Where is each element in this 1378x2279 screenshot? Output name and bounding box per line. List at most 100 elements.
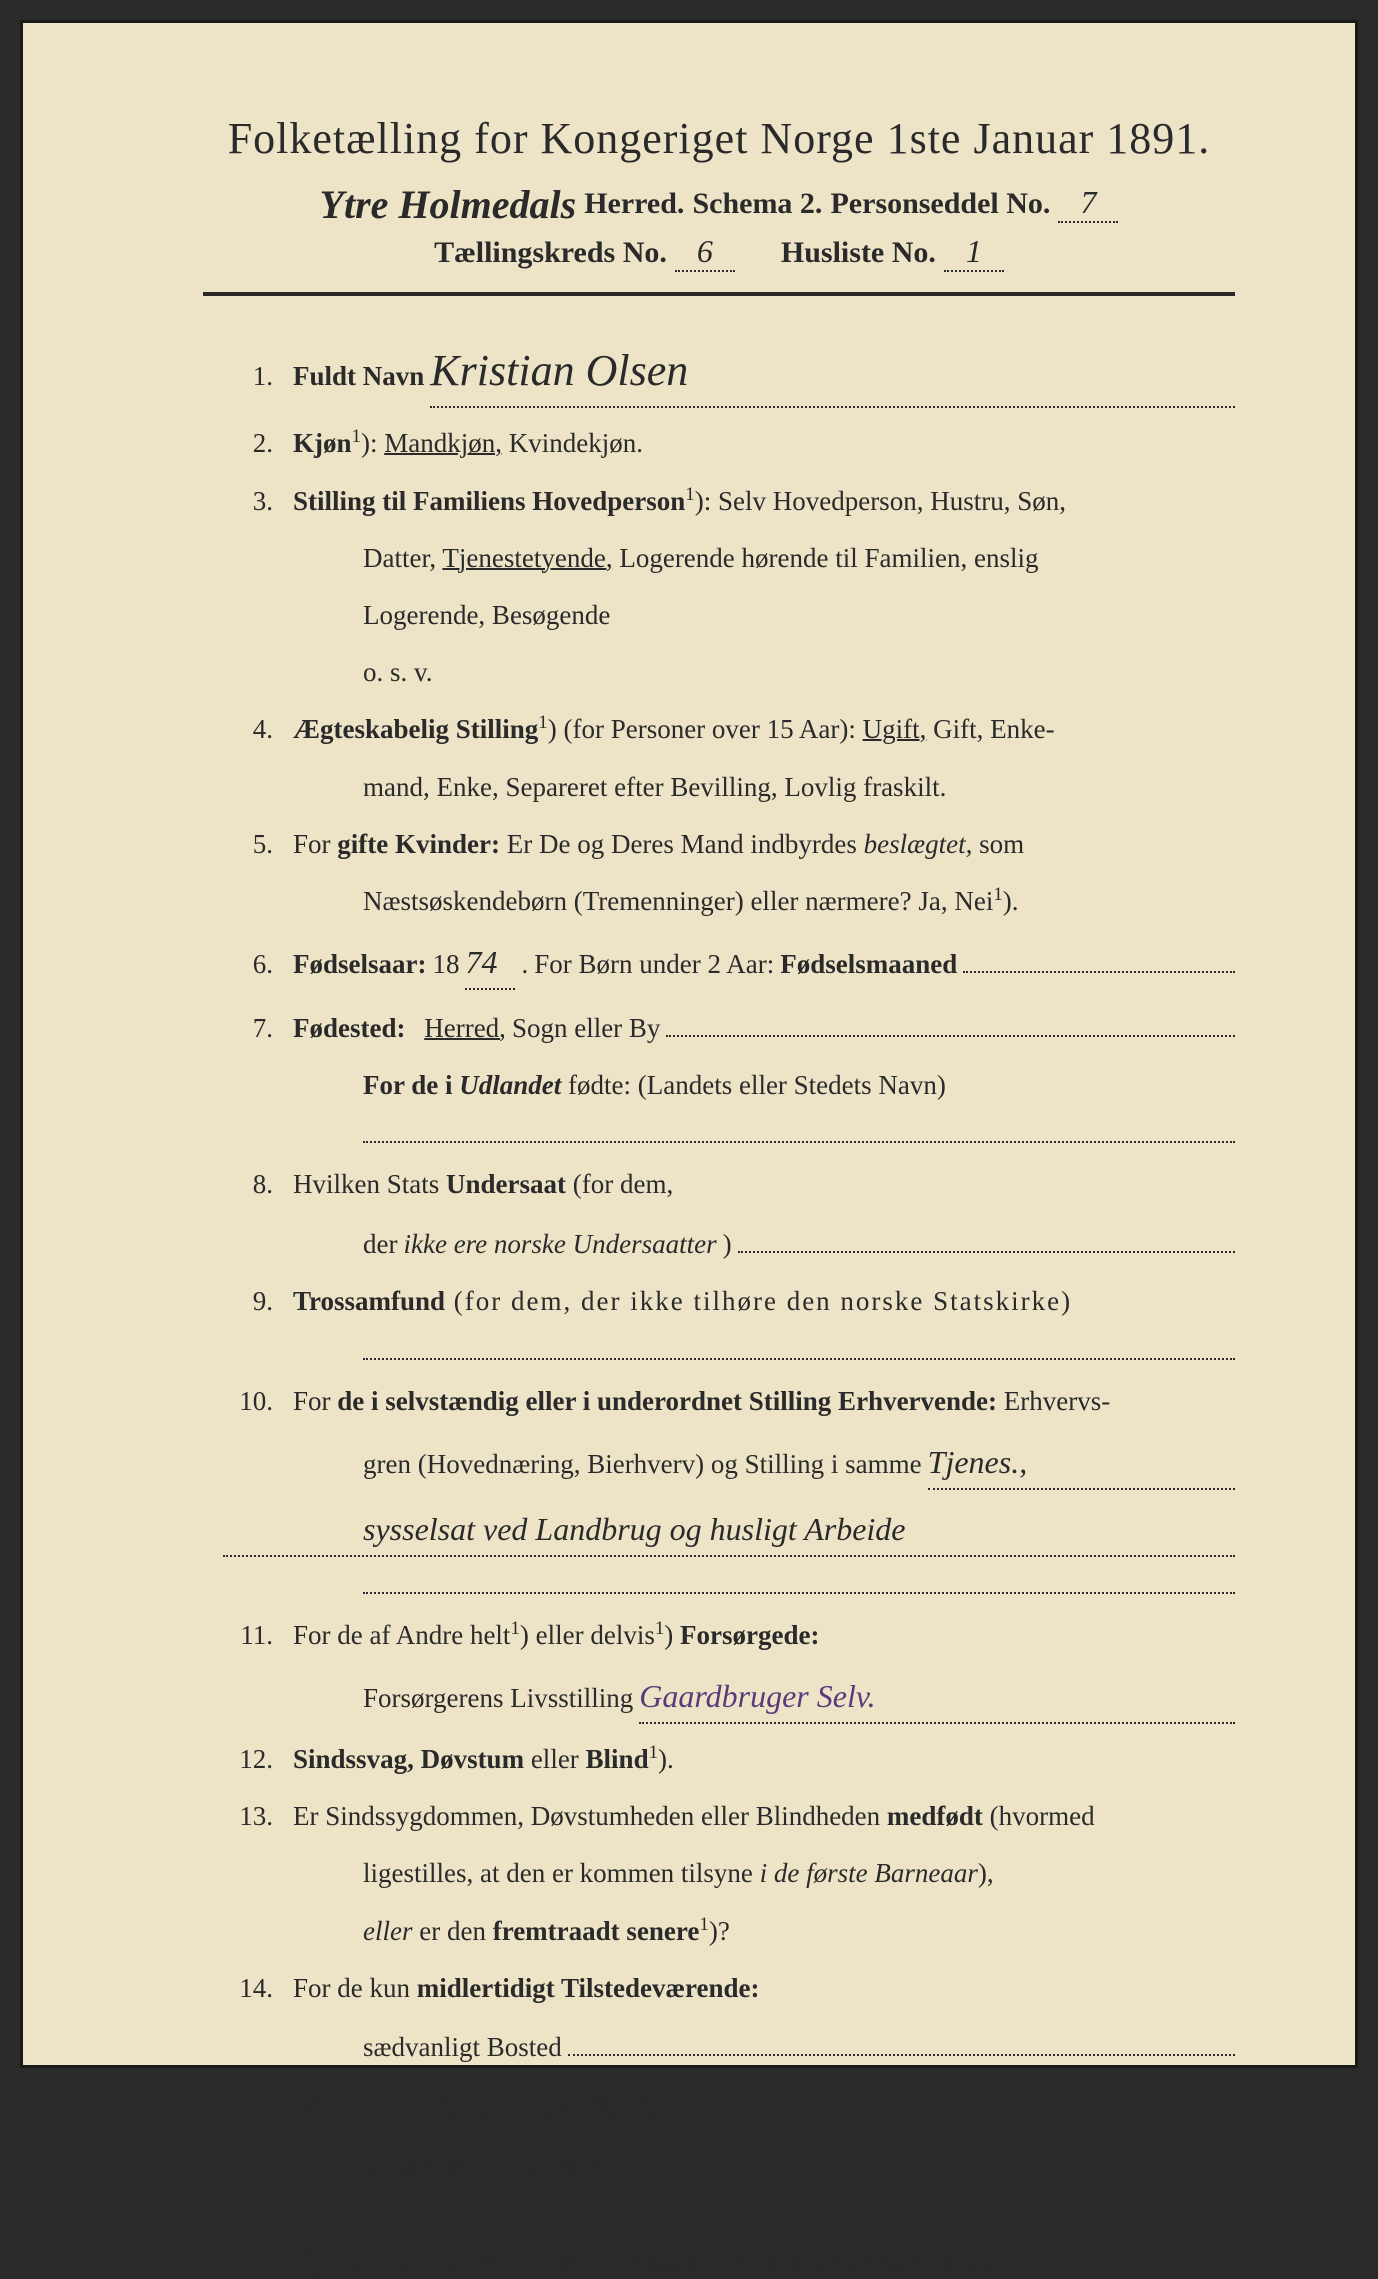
item-5-cont: Næstsøskendebørn (Tremenninger) eller næ… (223, 880, 1235, 923)
item-12-content: Sindssvag, Døvstum eller Blind1). (293, 1738, 1235, 1781)
item-11-cont: Forsørgerens LivsstillingGaardbruger Sel… (223, 1671, 1235, 1724)
item-8-label: Undersaat (446, 1169, 566, 1199)
header-line-2: Tællingskreds No. 6 Husliste No. 1 (203, 233, 1235, 272)
item-15-content: For de midlertidigt Fraværende: (293, 2084, 1235, 2127)
item-12-num: 12. (223, 1738, 293, 1781)
item-10-label: de i selvstændig eller i underordnet Sti… (337, 1386, 997, 1416)
item-7-content: Fødested: Herred, Sogn eller By (293, 1004, 1235, 1050)
personseddel-no-field: 7 (1058, 184, 1118, 223)
item-7-blank (363, 1121, 1235, 1143)
item-7-cont: For de i Udlandet fødte: (Landets eller … (223, 1064, 1235, 1107)
item-3-line1: ): Selv Hovedperson, Hustru, Søn, (695, 486, 1066, 516)
census-form-page: Folketælling for Kongeriget Norge 1ste J… (20, 20, 1358, 2068)
item-6-year: 74 (465, 944, 497, 980)
item-2-sup: 1 (352, 426, 361, 447)
herred-handwritten: Ytre Holmedals (320, 181, 577, 228)
footnote-text: ) De for hvert Tilfælde passende Ord und… (315, 2249, 992, 2278)
item-13: 13. Er Sindssygdommen, Døvstumheden elle… (223, 1795, 1235, 1838)
item-6-label: Fødselsaar: (293, 943, 426, 986)
item-10-blank (363, 1571, 1235, 1593)
husliste-no: 1 (966, 233, 982, 269)
item-7: 7. Fødested: Herred, Sogn eller By (223, 1004, 1235, 1050)
item-11-num: 11. (223, 1614, 293, 1657)
item-4-cont: mand, Enke, Separeret efter Bevilling, L… (223, 766, 1235, 809)
item-10-cont2: sysselsat ved Landbrug og husligt Arbeid… (223, 1504, 1235, 1557)
item-15-cont: antageligt Opholdssted (223, 2141, 1235, 2187)
item-7-num: 7. (223, 1007, 293, 1050)
item-9: 9. Trossamfund (for dem, der ikke tilhør… (223, 1280, 1235, 1323)
item-14-num: 14. (223, 1967, 293, 2010)
husliste-no-field: 1 (944, 233, 1004, 272)
item-9-num: 9. (223, 1280, 293, 1323)
item-5-content: For gifte Kvinder: Er De og Deres Mand i… (293, 823, 1235, 866)
item-10-num: 10. (223, 1380, 293, 1423)
item-3: 3. Stilling til Familiens Hovedperson1):… (223, 480, 1235, 523)
item-13-label: medfødt (887, 1801, 983, 1831)
item-1-label: Fuldt Navn (293, 355, 424, 398)
item-5-num: 5. (223, 823, 293, 866)
item-5: 5. For gifte Kvinder: Er De og Deres Man… (223, 823, 1235, 866)
item-3-label: Stilling til Familiens Hovedperson (293, 486, 685, 516)
item-2: 2. Kjøn1): Mandkjøn, Kvindekjøn. (223, 422, 1235, 465)
footnote: 1) De for hvert Tilfælde passende Ord un… (203, 2246, 1235, 2279)
item-8-num: 8. (223, 1163, 293, 1206)
item-14-content: For de kun midlertidigt Tilstedeværende: (293, 1967, 1235, 2010)
header-line-1: Ytre Holmedals Herred. Schema 2. Persons… (203, 176, 1235, 223)
item-13-cont2: eller er den fremtraadt senere1)? (223, 1910, 1235, 1953)
divider (203, 292, 1235, 296)
item-11-hand: Gaardbruger Selv. (639, 1678, 875, 1714)
item-2-text: ): (361, 428, 384, 458)
item-1: 1. Fuldt Navn Kristian Olsen (223, 336, 1235, 408)
item-4-num: 4. (223, 708, 293, 751)
item-8-content: Hvilken Stats Undersaat (for dem, (293, 1163, 1235, 1206)
item-8-cont: der ikke ere norske Undersaatter) (223, 1221, 1235, 1267)
item-3-cont2: Logerende, Besøgende (223, 594, 1235, 637)
item-12-label: Sindssvag, Døvstum (293, 1744, 524, 1774)
schema-label: Schema 2. (692, 187, 822, 221)
item-10-hand1: Tjenes., (928, 1444, 1028, 1480)
personseddel-label: Personseddel No. (830, 187, 1050, 221)
item-14: 14. For de kun midlertidigt Tilstedevære… (223, 1967, 1235, 2010)
item-9-content: Trossamfund (for dem, der ikke tilhøre d… (293, 1280, 1235, 1323)
item-2-content: Kjøn1): Mandkjøn, Kvindekjøn. (293, 422, 1235, 465)
item-3-num: 3. (223, 480, 293, 523)
item-1-value: Kristian Olsen (430, 336, 688, 406)
item-10-hand2: sysselsat ved Landbrug og husligt Arbeid… (363, 1511, 906, 1547)
item-12: 12. Sindssvag, Døvstum eller Blind1). (223, 1738, 1235, 1781)
item-2-label: Kjøn (293, 428, 352, 458)
item-3-cont3: o. s. v. (223, 651, 1235, 694)
item-14-label: midlertidigt Tilstedeværende: (417, 1973, 760, 2003)
item-2-num: 2. (223, 422, 293, 465)
item-13-cont1: ligestilles, at den er kommen tilsyne i … (223, 1852, 1235, 1895)
item-5-label: gifte Kvinder: (337, 829, 500, 859)
item-6-content: Fødselsaar: 1874. For Børn under 2 Aar: … (293, 937, 1235, 990)
taellingskreds-no: 6 (697, 233, 713, 269)
item-4: 4. Ægteskabelig Stilling1) (for Personer… (223, 708, 1235, 751)
item-3-sup: 1 (685, 484, 694, 505)
husliste-label: Husliste No. (781, 236, 936, 270)
item-13-num: 13. (223, 1795, 293, 1838)
item-10: 10. For de i selvstændig eller i underor… (223, 1380, 1235, 1423)
item-11-content: For de af Andre helt1) eller delvis1) Fo… (293, 1614, 1235, 1657)
item-11: 11. For de af Andre helt1) eller delvis1… (223, 1614, 1235, 1657)
item-7-label: Fødested: (293, 1007, 405, 1050)
item-4-label: Ægteskabelig Stilling (293, 714, 538, 744)
item-13-content: Er Sindssygdommen, Døvstumheden eller Bl… (293, 1795, 1235, 1838)
item-15-label: midlertidigt Fraværende: (370, 2090, 664, 2120)
item-15-num: 15. (223, 2084, 293, 2127)
item-3-content: Stilling til Familiens Hovedperson1): Se… (293, 480, 1235, 523)
item-10-content: For de i selvstændig eller i underordnet… (293, 1380, 1235, 1423)
item-2-opt1: Mandkjøn, (384, 428, 502, 458)
item-3-cont1: Datter, Tjenestetyende, Logerende hørend… (223, 537, 1235, 580)
item-9-label: Trossamfund (293, 1286, 445, 1316)
item-6-label2: Fødselsmaaned (780, 943, 957, 986)
personseddel-no: 7 (1080, 184, 1096, 220)
taellingskreds-no-field: 6 (675, 233, 735, 272)
footnote-sup: 1 (303, 2246, 315, 2266)
item-4-content: Ægteskabelig Stilling1) (for Personer ov… (293, 708, 1235, 751)
item-14-cont: sædvanligt Bosted (223, 2024, 1235, 2070)
item-10-cont1: gren (Hovednæring, Bierhverv) og Stillin… (223, 1437, 1235, 1490)
item-2-opt2: Kvindekjøn. (502, 428, 643, 458)
form-header: Folketælling for Kongeriget Norge 1ste J… (203, 113, 1235, 272)
taellingskreds-label: Tællingskreds No. (434, 236, 667, 270)
